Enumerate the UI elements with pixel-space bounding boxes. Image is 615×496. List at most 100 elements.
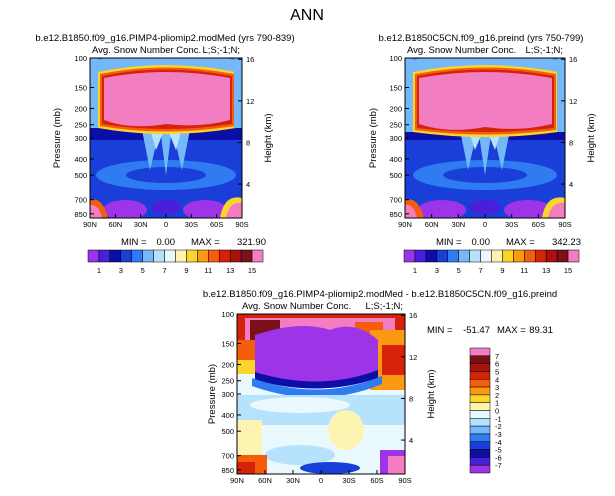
y-tick-label: 400 [221,411,234,420]
x-tick-label: 90N [83,220,97,229]
x-tick-label: 90S [235,220,248,229]
colorbar-label: -2 [495,422,502,431]
panel-1-ylabel-right: Height (km) [263,113,274,162]
x-tick-label: 90N [398,220,412,229]
colorbar-swatch [513,249,525,263]
y-right-tick-label: 12 [409,353,417,362]
y-tick-label: 100 [389,54,402,63]
x-tick-label: 30N [286,476,300,485]
colorbar-swatch [469,433,491,442]
panel-3-min-label: MIN = [427,325,453,336]
x-tick-label: 90S [558,220,571,229]
colorbar-label: -1 [495,414,502,423]
figure-title: ANN [290,7,324,24]
colorbar-swatch [109,249,122,263]
panel-1-units: L;S;-1;N; [203,45,241,56]
y-tick-label: 200 [74,104,87,113]
x-tick-label: 30N [134,220,148,229]
panel-1-min-value: 0.00 [157,237,176,248]
colorbar-swatch [120,249,132,263]
colorbar-label: 3 [119,266,123,275]
panel-3-ylabel-right: Height (km) [426,369,437,418]
x-tick-label: 30S [342,476,355,485]
x-tick-label: 60N [258,476,272,485]
x-tick-label: 60S [532,220,545,229]
panel-1-subtitle: Avg. Snow Number Conc. [92,45,201,56]
panel-3-field [237,314,405,474]
y-tick-label: 500 [389,171,402,180]
colorbar-swatch [480,249,492,263]
colorbar-swatch [142,249,154,263]
colorbar-swatch [131,249,143,263]
colorbar-swatch [469,418,491,427]
colorbar-swatch [229,249,242,263]
colorbar-label: 3 [495,383,499,392]
y-tick-label: 100 [74,54,87,63]
colorbar-swatch [567,249,580,263]
colorbar-swatch [186,249,198,263]
y-right-tick-label: 12 [246,97,254,106]
colorbar-swatch [469,449,491,458]
colorbar-label: 13 [542,266,550,275]
colorbar-swatch [535,249,547,263]
colorbar-label: 5 [141,266,145,275]
colorbar-swatch [153,249,165,263]
colorbar-swatch [175,249,187,263]
panel-3-max-label: MAX = [497,325,526,336]
colorbar-label: -7 [495,461,502,470]
colorbar-label: 11 [520,266,528,275]
y-right-tick-label: 16 [569,55,577,64]
x-tick-label: 0 [164,220,168,229]
colorbar-swatch [469,441,491,450]
y-tick-label: 300 [221,390,234,399]
panel-1-max-value: 321.90 [237,237,266,248]
x-tick-label: 60N [425,220,439,229]
y-tick-label: 700 [221,452,234,461]
colorbar-swatch [524,249,536,263]
y-tick-label: 850 [74,210,87,219]
y-tick-label: 400 [74,155,87,164]
colorbar-swatch [98,249,111,263]
colorbar-swatch [469,249,481,263]
colorbar-label: 3 [435,266,439,275]
colorbar-swatch [469,425,491,435]
colorbar-label: 9 [500,266,504,275]
colorbar-label: -6 [495,453,502,462]
y-tick-label: 850 [221,466,234,475]
y-tick-label: 500 [221,427,234,436]
colorbar-swatch [469,457,491,466]
y-tick-label: 100 [221,310,234,319]
x-tick-label: 0 [319,476,323,485]
y-right-tick-label: 16 [409,311,417,320]
colorbar-swatch [414,249,427,263]
panel-2-ylabel: Pressure (mb) [368,108,379,168]
y-right-tick-label: 12 [569,97,577,106]
y-tick-label: 150 [389,84,402,93]
colorbar-label: 5 [495,367,499,376]
x-tick-label: 90S [398,476,411,485]
y-tick-label: 200 [221,360,234,369]
y-tick-label: 250 [389,121,402,130]
panel-2-max-value: 342.23 [552,237,581,248]
y-tick-label: 150 [221,340,234,349]
y-tick-label: 250 [221,377,234,386]
colorbar-swatch [197,249,209,263]
colorbar-swatch [469,363,491,372]
y-right-tick-label: 16 [246,55,254,64]
colorbar-label: -4 [495,438,502,447]
colorbar-label: 0 [495,407,499,416]
colorbar-label: 13 [226,266,234,275]
panel-1-ylabel: Pressure (mb) [52,108,63,168]
colorbar-swatch [458,249,470,263]
colorbar-label: 1 [413,266,417,275]
x-tick-label: 60S [210,220,223,229]
colorbar-swatch [164,249,176,263]
y-right-tick-label: 8 [409,394,413,403]
y-tick-label: 150 [74,84,87,93]
colorbar-swatch [469,464,491,474]
panel-3: b.e12.B1850.f09_g16.PIMP4-pliomip2.modMe… [203,289,557,485]
colorbar-swatch [469,379,491,388]
colorbar-label: 7 [495,352,499,361]
x-tick-label: 60S [370,476,383,485]
